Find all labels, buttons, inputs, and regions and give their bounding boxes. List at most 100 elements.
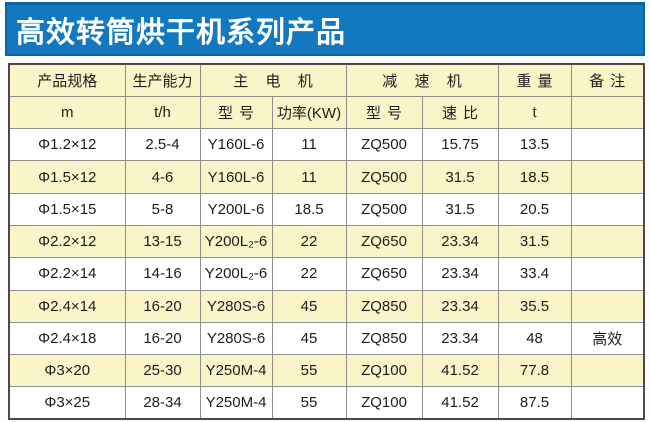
column-group-header: 生产能力	[124, 63, 201, 97]
table-cell: 22	[271, 224, 347, 259]
column-subheader: 速比	[421, 95, 499, 130]
table-row: Φ1.2×12 2.5-4 Y160L-6 11 ZQ500 15.75 13.5	[8, 128, 645, 162]
table-cell: Φ3×25	[8, 386, 126, 420]
table-row: Φ2.2×14 14-16 Y200L₂-6 22 ZQ650 23.34 33.4	[8, 257, 645, 291]
table-cell: Y160L-6	[199, 160, 273, 194]
table-cell: 4-6	[124, 160, 201, 194]
column-group-header: 重量	[497, 63, 572, 97]
table-cell: 77.8	[497, 354, 572, 388]
table-cell: 23.34	[421, 257, 499, 291]
table-cell: 13.5	[497, 128, 572, 162]
product-spec-table: 产品规格 生产能力 主电机 减速机 重量 备注 m t/h 型号 功率(KW) 型号 速比 t Φ1.…	[8, 63, 646, 421]
table-cell: ZQ650	[345, 257, 423, 291]
table-body: Φ1.2×12 2.5-4 Y160L-6 11 ZQ500 15.75 13.5 Φ1.5×…	[8, 128, 645, 420]
table-cell: 20.5	[497, 192, 572, 226]
table-cell: 45	[271, 289, 347, 323]
table-header: 产品规格 生产能力 主电机 减速机 重量 备注 m t/h 型号 功率(KW) 型号 速比 t	[8, 63, 645, 130]
table-row: Φ2.4×18 16-20 Y280S-6 45 ZQ850 23.34 48 高效	[8, 321, 645, 356]
table-cell: 13-15	[124, 224, 201, 259]
table-cell: Φ1.5×15	[8, 192, 126, 226]
table-cell: 48	[497, 321, 572, 356]
table-cell: 33.4	[497, 257, 572, 291]
table-cell: 18.5	[497, 160, 572, 194]
table-row: Φ2.4×14 16-20 Y280S-6 45 ZQ850 23.34 35.5	[8, 289, 645, 323]
column-subheader: t	[497, 95, 572, 130]
table-cell: Y280S-6	[199, 321, 273, 356]
table-cell: 18.5	[271, 192, 347, 226]
table-cell: Y160L-6	[199, 128, 273, 162]
table-cell: 23.34	[421, 321, 499, 356]
column-subheader: 型号	[345, 95, 423, 130]
table-cell: 16-20	[124, 289, 201, 323]
column-subheader: 型号	[199, 95, 273, 130]
table-cell: ZQ500	[345, 160, 423, 194]
table-cell: 55	[271, 386, 347, 420]
column-subheader: 功率(KW)	[271, 95, 347, 130]
table-cell	[570, 354, 645, 388]
page-title: 高效转筒烘干机系列产品	[16, 16, 347, 49]
table-cell: ZQ100	[345, 386, 423, 420]
table-cell: ZQ100	[345, 354, 423, 388]
table-cell: 31.5	[421, 160, 499, 194]
table-row: Φ2.2×12 13-15 Y200L₂-6 22 ZQ650 23.34 31.5	[8, 224, 645, 259]
table-cell: 15.75	[421, 128, 499, 162]
table-cell: 35.5	[497, 289, 572, 323]
table-cell: Y200L-6	[199, 192, 273, 226]
table-cell: ZQ850	[345, 321, 423, 356]
table-cell: ZQ650	[345, 224, 423, 259]
table-cell: 23.34	[421, 224, 499, 259]
table-cell: 45	[271, 321, 347, 356]
column-group-header: 产品规格	[8, 63, 126, 97]
table-row: Φ3×20 25-30 Y250M-4 55 ZQ100 41.52 77.8	[8, 354, 645, 388]
table-cell: Φ1.2×12	[8, 128, 126, 162]
column-group-header: 减速机	[345, 63, 499, 97]
table-cell: ZQ850	[345, 289, 423, 323]
table-cell: ZQ500	[345, 192, 423, 226]
table-cell: 高效	[570, 321, 645, 356]
table-cell: 87.5	[497, 386, 572, 420]
table-row: Φ1.5×12 4-6 Y160L-6 11 ZQ500 31.5 18.5	[8, 160, 645, 194]
table-cell: Y250M-4	[199, 354, 273, 388]
table-cell: 41.52	[421, 386, 499, 420]
header-row-units: m t/h 型号 功率(KW) 型号 速比 t	[8, 95, 645, 130]
table-cell: 22	[271, 257, 347, 291]
table-cell: Y280S-6	[199, 289, 273, 323]
table-cell: 14-16	[124, 257, 201, 291]
table-cell: 28-34	[124, 386, 201, 420]
table-cell: Φ2.4×14	[8, 289, 126, 323]
table-cell	[570, 386, 645, 420]
table-cell: 25-30	[124, 354, 201, 388]
table-cell: 11	[271, 128, 347, 162]
table-cell: 41.52	[421, 354, 499, 388]
column-subheader	[570, 95, 645, 130]
table-cell	[570, 128, 645, 162]
table-cell: Φ2.2×12	[8, 224, 126, 259]
table-row: Φ1.5×15 5-8 Y200L-6 18.5 ZQ500 31.5 20.5	[8, 192, 645, 226]
table-cell: Φ3×20	[8, 354, 126, 388]
table-cell: 5-8	[124, 192, 201, 226]
table-cell	[570, 192, 645, 226]
header-row-groups: 产品规格 生产能力 主电机 减速机 重量 备注	[8, 63, 645, 97]
table-cell: Φ2.4×18	[8, 321, 126, 356]
table-cell: 31.5	[497, 224, 572, 259]
table-cell: 31.5	[421, 192, 499, 226]
table-cell: ZQ500	[345, 128, 423, 162]
table-cell: Y250M-4	[199, 386, 273, 420]
table-cell: Φ1.5×12	[8, 160, 126, 194]
column-group-header: 主电机	[199, 63, 347, 97]
table-cell	[570, 257, 645, 291]
table-cell: Y200L₂-6	[199, 224, 273, 259]
column-subheader: m	[8, 95, 126, 130]
table-cell: 16-20	[124, 321, 201, 356]
column-subheader: t/h	[124, 95, 201, 130]
table-cell	[570, 160, 645, 194]
table-cell: 11	[271, 160, 347, 194]
table-cell: Y200L₂-6	[199, 257, 273, 291]
table-cell: 23.34	[421, 289, 499, 323]
column-group-header: 备注	[570, 63, 645, 97]
table-cell	[570, 289, 645, 323]
table-cell: Φ2.2×14	[8, 257, 126, 291]
table-cell	[570, 224, 645, 259]
page-title-bar: 高效转筒烘干机系列产品	[5, 2, 645, 56]
